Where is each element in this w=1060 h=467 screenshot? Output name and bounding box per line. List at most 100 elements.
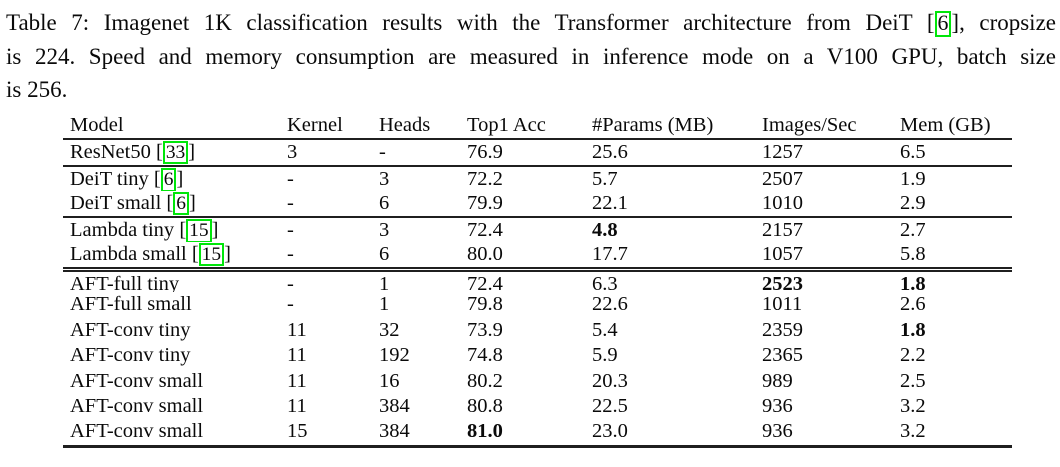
params-cell: 17.7 bbox=[592, 242, 628, 265]
params-cell: 5.7 bbox=[592, 168, 618, 191]
heads-cell: 32 bbox=[379, 318, 400, 341]
kernel-cell: 11 bbox=[287, 344, 307, 367]
heads-cell: 384 bbox=[379, 394, 410, 417]
citation-link[interactable]: 33 bbox=[162, 141, 189, 165]
params-cell: 25.6 bbox=[592, 141, 628, 163]
mem-cell: 3.2 bbox=[900, 420, 926, 443]
heads-cell: 384 bbox=[379, 420, 410, 443]
model-name: ResNet50 bbox=[70, 141, 151, 163]
top1-acc-cell: 72.4 bbox=[467, 272, 503, 293]
model-name: AFT-conv small bbox=[70, 420, 204, 443]
kernel-cell: 11 bbox=[287, 394, 307, 417]
model-cell: AFT-conv tiny bbox=[63, 318, 280, 343]
kernel-cell: - bbox=[287, 272, 294, 293]
params-cell: 22.6 bbox=[592, 293, 628, 316]
table-header-row: Model Kernel Heads Top1 Acc #Params (MB)… bbox=[63, 111, 1012, 140]
heads-cell: - bbox=[379, 141, 386, 163]
mem-cell: 5.8 bbox=[900, 242, 926, 265]
top1-acc-cell: 81.0 bbox=[467, 420, 503, 443]
heads-cell: 192 bbox=[379, 344, 410, 367]
table-row: AFT-full tiny - 1 72.4 6.3 2523 1.8 bbox=[63, 266, 1012, 293]
heads-cell: 6 bbox=[379, 191, 390, 214]
model-cell: AFT-conv small bbox=[63, 394, 280, 419]
mem-cell: 2.5 bbox=[900, 369, 926, 392]
top1-acc-cell: 72.4 bbox=[467, 219, 503, 242]
results-table: Model Kernel Heads Top1 Acc #Params (MB)… bbox=[63, 111, 1012, 448]
citation-link[interactable]: 6 bbox=[160, 168, 177, 191]
table-row: AFT-conv tiny 11 192 74.8 5.9 2365 2.2 bbox=[63, 343, 1012, 368]
citation-link[interactable]: 6 bbox=[934, 11, 952, 37]
model-name: AFT-conv small bbox=[70, 394, 204, 417]
caption-text: Table 7: Imagenet 1K classification resu… bbox=[6, 10, 935, 35]
mem-cell: 6.5 bbox=[900, 141, 926, 163]
top1-acc-cell: 79.9 bbox=[467, 191, 503, 214]
citation: [15] bbox=[186, 242, 231, 267]
model-name: AFT-full small bbox=[70, 293, 192, 316]
citation: [6] bbox=[161, 191, 196, 216]
top1-acc-cell: 80.0 bbox=[467, 242, 503, 265]
mem-cell: 2.7 bbox=[900, 219, 926, 242]
top1-acc-cell: 80.2 bbox=[467, 369, 503, 392]
kernel-cell: - bbox=[287, 168, 294, 191]
table-row: AFT-conv small 11 384 80.8 22.5 936 3.2 bbox=[63, 394, 1012, 419]
col-header-mem: Mem (GB) bbox=[900, 114, 991, 136]
model-name: AFT-conv tiny bbox=[70, 344, 191, 367]
images-per-sec-cell: 2359 bbox=[762, 318, 803, 341]
model-name: Lambda small bbox=[70, 242, 187, 265]
mem-cell: 1.8 bbox=[900, 318, 926, 341]
kernel-cell: 11 bbox=[287, 369, 307, 392]
heads-cell: 6 bbox=[379, 242, 390, 265]
table-row: DeiT small [6] - 6 79.9 22.1 1010 2.9 bbox=[63, 191, 1012, 216]
heads-cell: 3 bbox=[379, 168, 390, 191]
kernel-cell: - bbox=[287, 219, 294, 242]
top1-acc-cell: 74.8 bbox=[467, 344, 503, 367]
model-name: AFT-full tiny bbox=[70, 272, 180, 293]
citation-link[interactable]: 6 bbox=[173, 191, 189, 216]
kernel-cell: 15 bbox=[287, 420, 308, 443]
images-per-sec-cell: 936 bbox=[762, 420, 793, 443]
model-cell: DeiT small [6] bbox=[63, 191, 280, 216]
table-row: AFT-conv small 11 16 80.2 20.3 989 2.5 bbox=[63, 369, 1012, 394]
top1-acc-cell: 76.9 bbox=[467, 141, 503, 163]
images-per-sec-cell: 1010 bbox=[762, 191, 803, 214]
top1-acc-cell: 80.8 bbox=[467, 394, 503, 417]
citation: [6] bbox=[148, 168, 184, 191]
col-header-model: Model bbox=[70, 114, 124, 136]
images-per-sec-cell: 1257 bbox=[762, 141, 803, 163]
col-header-heads: Heads bbox=[379, 114, 431, 136]
top1-acc-cell: 73.9 bbox=[467, 318, 503, 341]
kernel-cell: - bbox=[287, 242, 294, 265]
citation-link[interactable]: 15 bbox=[186, 219, 212, 242]
params-cell: 22.1 bbox=[592, 191, 628, 214]
table-row: Lambda small [15] - 6 80.0 17.7 1057 5.8 bbox=[63, 242, 1012, 267]
model-cell: Lambda tiny [15] bbox=[63, 218, 280, 242]
model-cell: AFT-conv small bbox=[63, 369, 280, 394]
params-cell: 5.9 bbox=[592, 344, 618, 367]
caption-line-3: is 256. bbox=[6, 77, 68, 102]
model-cell: DeiT tiny [6] bbox=[63, 167, 280, 191]
params-cell: 22.5 bbox=[592, 394, 628, 417]
mem-cell: 2.9 bbox=[900, 191, 926, 214]
model-cell: Lambda small [15] bbox=[63, 242, 280, 267]
model-cell: AFT-conv small bbox=[63, 419, 280, 444]
mem-cell: 1.9 bbox=[900, 168, 926, 191]
model-cell: AFT-conv tiny bbox=[63, 343, 280, 368]
params-cell: 20.3 bbox=[592, 369, 628, 392]
images-per-sec-cell: 2523 bbox=[762, 272, 803, 293]
model-name: AFT-conv small bbox=[70, 369, 204, 392]
model-cell: AFT-full tiny bbox=[63, 272, 280, 292]
table-row: Lambda tiny [15] - 3 72.4 4.8 2157 2.7 bbox=[63, 216, 1012, 242]
citation-link[interactable]: 15 bbox=[198, 242, 225, 267]
top1-acc-cell: 79.8 bbox=[467, 293, 503, 316]
col-header-kernel: Kernel bbox=[287, 114, 343, 136]
kernel-cell: - bbox=[287, 293, 294, 316]
top1-acc-cell: 72.2 bbox=[467, 168, 503, 191]
params-cell: 5.4 bbox=[592, 318, 618, 341]
caption-line-1: Table 7: Imagenet 1K classification resu… bbox=[6, 6, 1056, 40]
col-header-top1-acc: Top1 Acc bbox=[467, 114, 546, 136]
table-body: ResNet50 [33] 3 - 76.9 25.6 1257 6.5 Dei… bbox=[63, 140, 1012, 445]
citation: [15] bbox=[174, 219, 219, 242]
heads-cell: 1 bbox=[379, 272, 390, 293]
table-row: DeiT tiny [6] - 3 72.2 5.7 2507 1.9 bbox=[63, 165, 1012, 191]
images-per-sec-cell: 2157 bbox=[762, 219, 803, 242]
